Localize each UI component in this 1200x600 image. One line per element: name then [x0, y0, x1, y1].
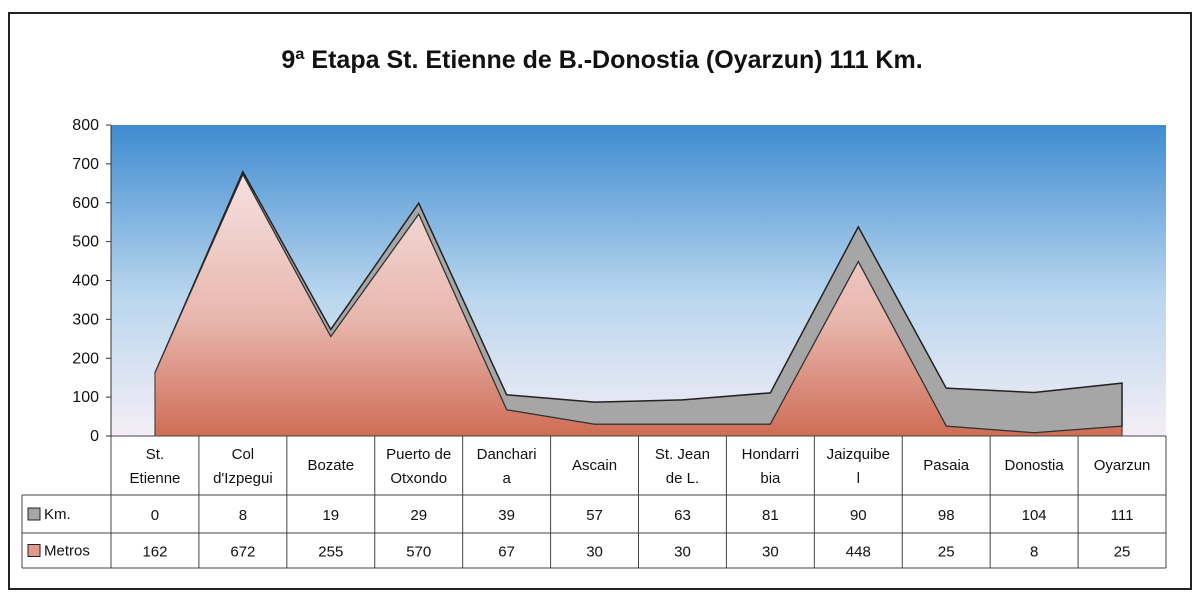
table-value: 111	[1111, 507, 1134, 524]
table-value: 162	[142, 544, 167, 561]
category-label: Puerto de	[386, 446, 451, 463]
table-value: 255	[318, 544, 343, 561]
y-tick-label: 0	[90, 428, 99, 445]
table-value: 39	[498, 507, 515, 524]
table-value: 30	[586, 544, 603, 561]
y-tick-label: 500	[72, 234, 99, 251]
chart-frame: 9ª Etapa St. Etienne de B.-Donostia (Oya…	[8, 12, 1192, 590]
category-label: Hondarri	[742, 446, 800, 463]
table-value: 570	[406, 544, 431, 561]
table-value: 29	[410, 507, 427, 524]
table-value: 25	[1114, 544, 1131, 561]
table-value: 8	[1030, 544, 1038, 561]
category-label: Danchari	[477, 446, 537, 463]
table-value: 30	[762, 544, 779, 561]
category-label: Pasaia	[923, 457, 970, 474]
table-value: 67	[498, 544, 515, 561]
category-label: a	[502, 470, 511, 487]
y-tick-label: 200	[72, 350, 99, 367]
table-value: 25	[938, 544, 955, 561]
y-tick-label: 800	[72, 117, 99, 134]
category-label: Ascain	[572, 457, 617, 474]
category-label: Oyarzun	[1094, 457, 1151, 474]
table-value: 63	[674, 507, 691, 524]
legend-swatch	[27, 544, 41, 557]
category-label: St. Jean	[655, 446, 710, 463]
legend-label: Metros	[44, 543, 90, 560]
category-label: Otxondo	[390, 470, 447, 487]
table-value: 98	[938, 507, 955, 524]
table-value: 57	[586, 507, 603, 524]
table-value: 19	[322, 507, 339, 524]
table-value: 8	[239, 507, 247, 524]
category-label: Col	[232, 446, 255, 463]
table-value: 104	[1022, 507, 1047, 524]
table-value: 90	[850, 507, 867, 524]
category-label: Jaizquibe	[827, 446, 890, 463]
chart-title: 9ª Etapa St. Etienne de B.-Donostia (Oya…	[281, 46, 923, 74]
series-metros-area	[154, 173, 1123, 437]
y-tick-label: 300	[72, 311, 99, 328]
y-tick-label: 100	[72, 389, 99, 406]
category-label: Bozate	[307, 457, 354, 474]
legend-label: Km.	[44, 506, 71, 523]
table-value: 448	[846, 544, 871, 561]
table-value: 30	[674, 544, 691, 561]
table-value: 81	[762, 507, 779, 524]
category-label: Etienne	[130, 470, 181, 487]
table-value: 672	[230, 544, 255, 561]
category-label: St.	[146, 446, 164, 463]
legend-swatch	[27, 507, 41, 521]
table-value: 0	[151, 507, 159, 524]
y-tick-label: 400	[72, 273, 99, 290]
category-label: bia	[760, 470, 781, 487]
y-tick-label: 700	[72, 156, 99, 173]
y-tick-label: 600	[72, 195, 99, 212]
category-label: Donostia	[1005, 457, 1065, 474]
category-label: d'Izpegui	[213, 470, 273, 487]
category-label: de L.	[666, 470, 699, 487]
category-label: l	[857, 470, 860, 487]
